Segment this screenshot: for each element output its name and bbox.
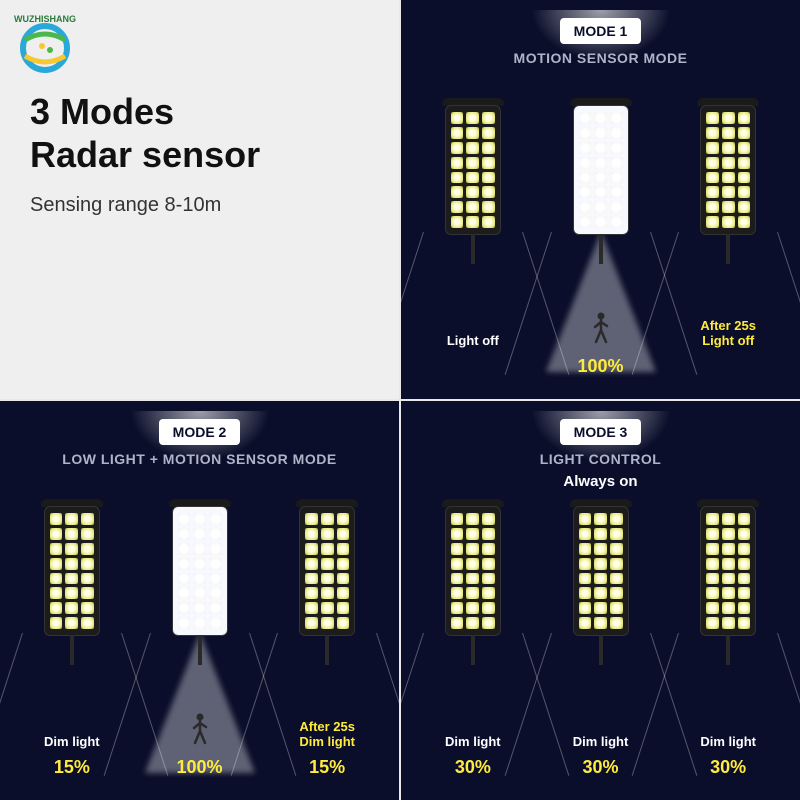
person-icon xyxy=(591,312,611,344)
lamp-icon xyxy=(41,499,103,649)
mode2-lights: Dim light 15% 100% xyxy=(0,493,399,800)
subtitle: Sensing range 8-10m xyxy=(30,194,379,217)
title-panel: WUZHISHANG 3 Modes Radar sensor Sensing … xyxy=(0,0,399,399)
lamp-icon xyxy=(570,499,632,649)
light-caption: Dim light xyxy=(8,734,136,750)
mode1-badge: MODE 1 xyxy=(560,18,642,44)
light-percentage: 100% xyxy=(537,356,665,377)
light-unit: Dim light 30% xyxy=(537,493,665,800)
light-unit: Dim light 15% xyxy=(8,493,136,800)
light-caption: Dim light xyxy=(664,734,792,750)
light-caption: Dim light xyxy=(409,734,537,750)
light-percentage: 15% xyxy=(263,757,391,778)
light-unit: Dim light 30% xyxy=(409,493,537,800)
lamp-icon xyxy=(442,98,504,248)
light-unit: Dim light 30% xyxy=(664,493,792,800)
light-unit: After 25sDim light 15% xyxy=(263,493,391,800)
light-percentage: 15% xyxy=(8,757,136,778)
mode1-panel: MODE 1 MOTION SENSOR MODE Light off xyxy=(401,0,800,399)
light-caption: After 25sLight off xyxy=(664,318,792,349)
lamp-icon xyxy=(697,499,759,649)
light-unit: 100% xyxy=(537,92,665,399)
person-icon xyxy=(190,713,210,745)
mode2-badge: MODE 2 xyxy=(159,419,241,445)
mode3-title: LIGHT CONTROL xyxy=(401,451,800,467)
light-percentage: 30% xyxy=(409,757,537,778)
mode1-lights: Light off 100% xyxy=(401,92,800,399)
svg-text:WUZHISHANG: WUZHISHANG xyxy=(14,14,76,24)
mode2-panel: MODE 2 LOW LIGHT + MOTION SENSOR MODE Di… xyxy=(0,401,399,800)
lamp-icon xyxy=(296,499,358,649)
light-percentage: 100% xyxy=(136,757,264,778)
light-unit: After 25sLight off xyxy=(664,92,792,399)
mode3-sub: Always on xyxy=(401,473,800,490)
lamp-icon xyxy=(697,98,759,248)
light-unit: 100% xyxy=(136,493,264,800)
mode3-badge: MODE 3 xyxy=(560,419,642,445)
main-title: 3 Modes Radar sensor xyxy=(30,90,379,176)
brand-logo: WUZHISHANG xyxy=(10,10,80,80)
mode3-lights: Dim light 30% Dim light 30% xyxy=(401,493,800,800)
lamp-icon xyxy=(570,98,632,248)
light-caption: Light off xyxy=(409,333,537,349)
light-percentage: 30% xyxy=(664,757,792,778)
light-unit: Light off xyxy=(409,92,537,399)
lamp-icon xyxy=(169,499,231,649)
lamp-icon xyxy=(442,499,504,649)
light-caption: After 25sDim light xyxy=(263,719,391,750)
mode3-panel: MODE 3 LIGHT CONTROL Always on Dim light… xyxy=(401,401,800,800)
mode2-title: LOW LIGHT + MOTION SENSOR MODE xyxy=(0,451,399,467)
mode1-title: MOTION SENSOR MODE xyxy=(401,50,800,66)
light-caption: Dim light xyxy=(537,734,665,750)
light-percentage: 30% xyxy=(537,757,665,778)
